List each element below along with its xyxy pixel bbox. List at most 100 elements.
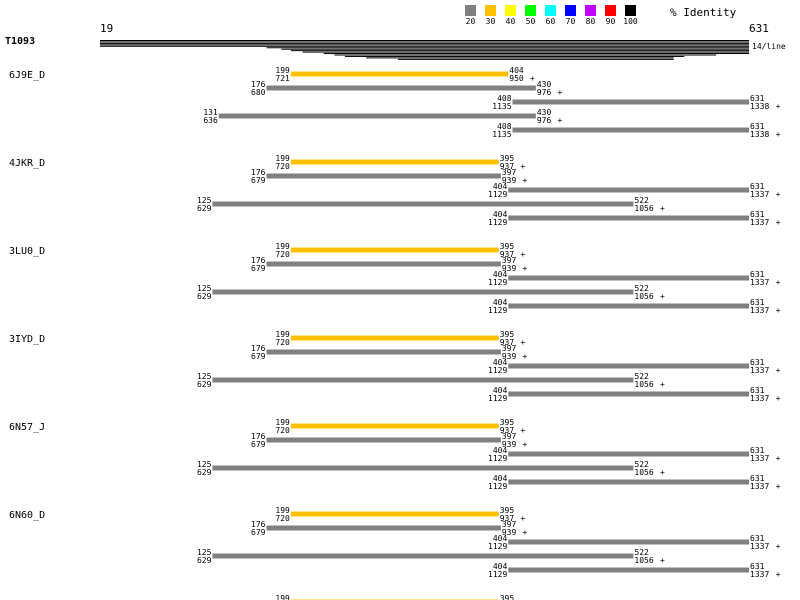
alignment-bar[interactable]: [290, 511, 499, 517]
target-start-label: 1129: [488, 394, 507, 403]
target-start-label: 1129: [488, 278, 507, 287]
alignment-bar[interactable]: [212, 201, 634, 207]
alignment-bar[interactable]: [508, 567, 749, 573]
strand-label: +: [776, 190, 781, 199]
target-start-label: 1129: [488, 454, 507, 463]
target-end-label: 937: [500, 162, 515, 171]
query-end-label: 397: [502, 432, 517, 441]
target-end-label: 1337: [750, 570, 769, 579]
coverage-line: [100, 41, 749, 43]
strand-label: +: [523, 528, 528, 537]
strand-label: +: [776, 306, 781, 315]
query-end-label: 430: [537, 80, 552, 89]
alignment-bar[interactable]: [508, 187, 749, 193]
alignment-bar[interactable]: [512, 127, 749, 133]
identity-legend: 20 30 40 50 60 70 80 90 100: [465, 5, 638, 26]
alignment-bar[interactable]: [508, 215, 749, 221]
query-start-label: 176: [251, 520, 266, 529]
alignment-bar[interactable]: [508, 303, 749, 309]
alignment-bar[interactable]: [290, 247, 499, 253]
target-end-label: 1337: [750, 394, 769, 403]
alignment-bar[interactable]: [212, 289, 634, 295]
query-start-label: 199: [275, 330, 290, 339]
strand-label: +: [520, 338, 525, 347]
query-end-label: 631: [750, 122, 765, 131]
target-start-label: 1135: [492, 130, 511, 139]
alignment-bar[interactable]: [508, 479, 749, 485]
query-start-label: 176: [251, 168, 266, 177]
hit-name[interactable]: 6J9E_D: [9, 70, 45, 81]
alignment-bar[interactable]: [212, 377, 634, 383]
legend-label: 80: [586, 17, 596, 26]
alignment-bar[interactable]: [266, 349, 501, 355]
target-start-label: 679: [251, 528, 266, 537]
target-end-label: 1337: [750, 366, 769, 375]
alignment-bar[interactable]: [212, 465, 634, 471]
alignment-bar[interactable]: [508, 539, 749, 545]
alignment-bar[interactable]: [218, 113, 536, 119]
legend-swatch: [465, 5, 476, 16]
legend-label: 70: [566, 17, 576, 26]
hit-name[interactable]: 3IYD_D: [9, 334, 45, 345]
legend-label: 20: [466, 17, 476, 26]
alignment-bar[interactable]: [508, 363, 749, 369]
query-end-label: 631: [750, 298, 765, 307]
target-end-label: 1056: [634, 468, 653, 477]
target-end-label: 1337: [750, 278, 769, 287]
alignment-bar[interactable]: [512, 99, 749, 105]
alignment-bar[interactable]: [290, 335, 499, 341]
target-end-label: 937: [500, 514, 515, 523]
strand-label: +: [776, 454, 781, 463]
alignment-bar[interactable]: [508, 451, 749, 457]
target-start-label: 629: [197, 204, 212, 213]
query-end-label: 397: [502, 256, 517, 265]
coverage-line: [290, 50, 749, 52]
hit-name[interactable]: 6N60_D: [9, 510, 45, 521]
alignment-bar[interactable]: [266, 173, 501, 179]
query-start-label: 199: [275, 506, 290, 515]
strand-label: +: [660, 380, 665, 389]
query-name[interactable]: T1093: [5, 36, 35, 47]
alignment-bar[interactable]: [290, 71, 509, 77]
target-start-label: 720: [275, 338, 290, 347]
query-end-label: 397: [502, 344, 517, 353]
strand-label: +: [660, 556, 665, 565]
strand-label: +: [520, 514, 525, 523]
alignment-bar[interactable]: [508, 275, 749, 281]
query-start-label: 176: [251, 344, 266, 353]
query-start-label: 404: [493, 562, 508, 571]
hit-name[interactable]: 6N57_J: [9, 422, 45, 433]
query-end-label: 522: [634, 548, 649, 557]
coverage-line: [323, 53, 749, 55]
alignment-bar[interactable]: [266, 261, 501, 267]
alignment-bar[interactable]: [266, 525, 501, 531]
legend-swatch: [545, 5, 556, 16]
coverage-line: [302, 51, 749, 53]
coverage-line: [397, 58, 674, 60]
legend-label: 50: [526, 17, 536, 26]
query-end-label: 631: [750, 562, 765, 571]
legend-label: 90: [606, 17, 616, 26]
hit-name[interactable]: 4JKR_D: [9, 158, 45, 169]
alignment-bar[interactable]: [290, 159, 499, 165]
query-end-label: 631: [750, 446, 765, 455]
strand-label: +: [523, 264, 528, 273]
query-end-label: 397: [502, 520, 517, 529]
legend-label: 100: [623, 17, 638, 26]
hit-name[interactable]: 3LU0_D: [9, 246, 45, 257]
query-end-label: 631: [750, 182, 765, 191]
target-start-label: 679: [251, 264, 266, 273]
alignment-bar[interactable]: [266, 437, 501, 443]
alignment-bar[interactable]: [266, 85, 536, 91]
alignment-bar[interactable]: [212, 553, 634, 559]
alignment-bar[interactable]: [290, 423, 499, 429]
alignment-bar[interactable]: [508, 391, 749, 397]
query-end-label: 631: [750, 534, 765, 543]
target-end-label: 1338: [750, 102, 769, 111]
coverage-line: [100, 40, 749, 41]
legend-swatch: [625, 5, 636, 16]
query-start-label: 125: [197, 284, 212, 293]
